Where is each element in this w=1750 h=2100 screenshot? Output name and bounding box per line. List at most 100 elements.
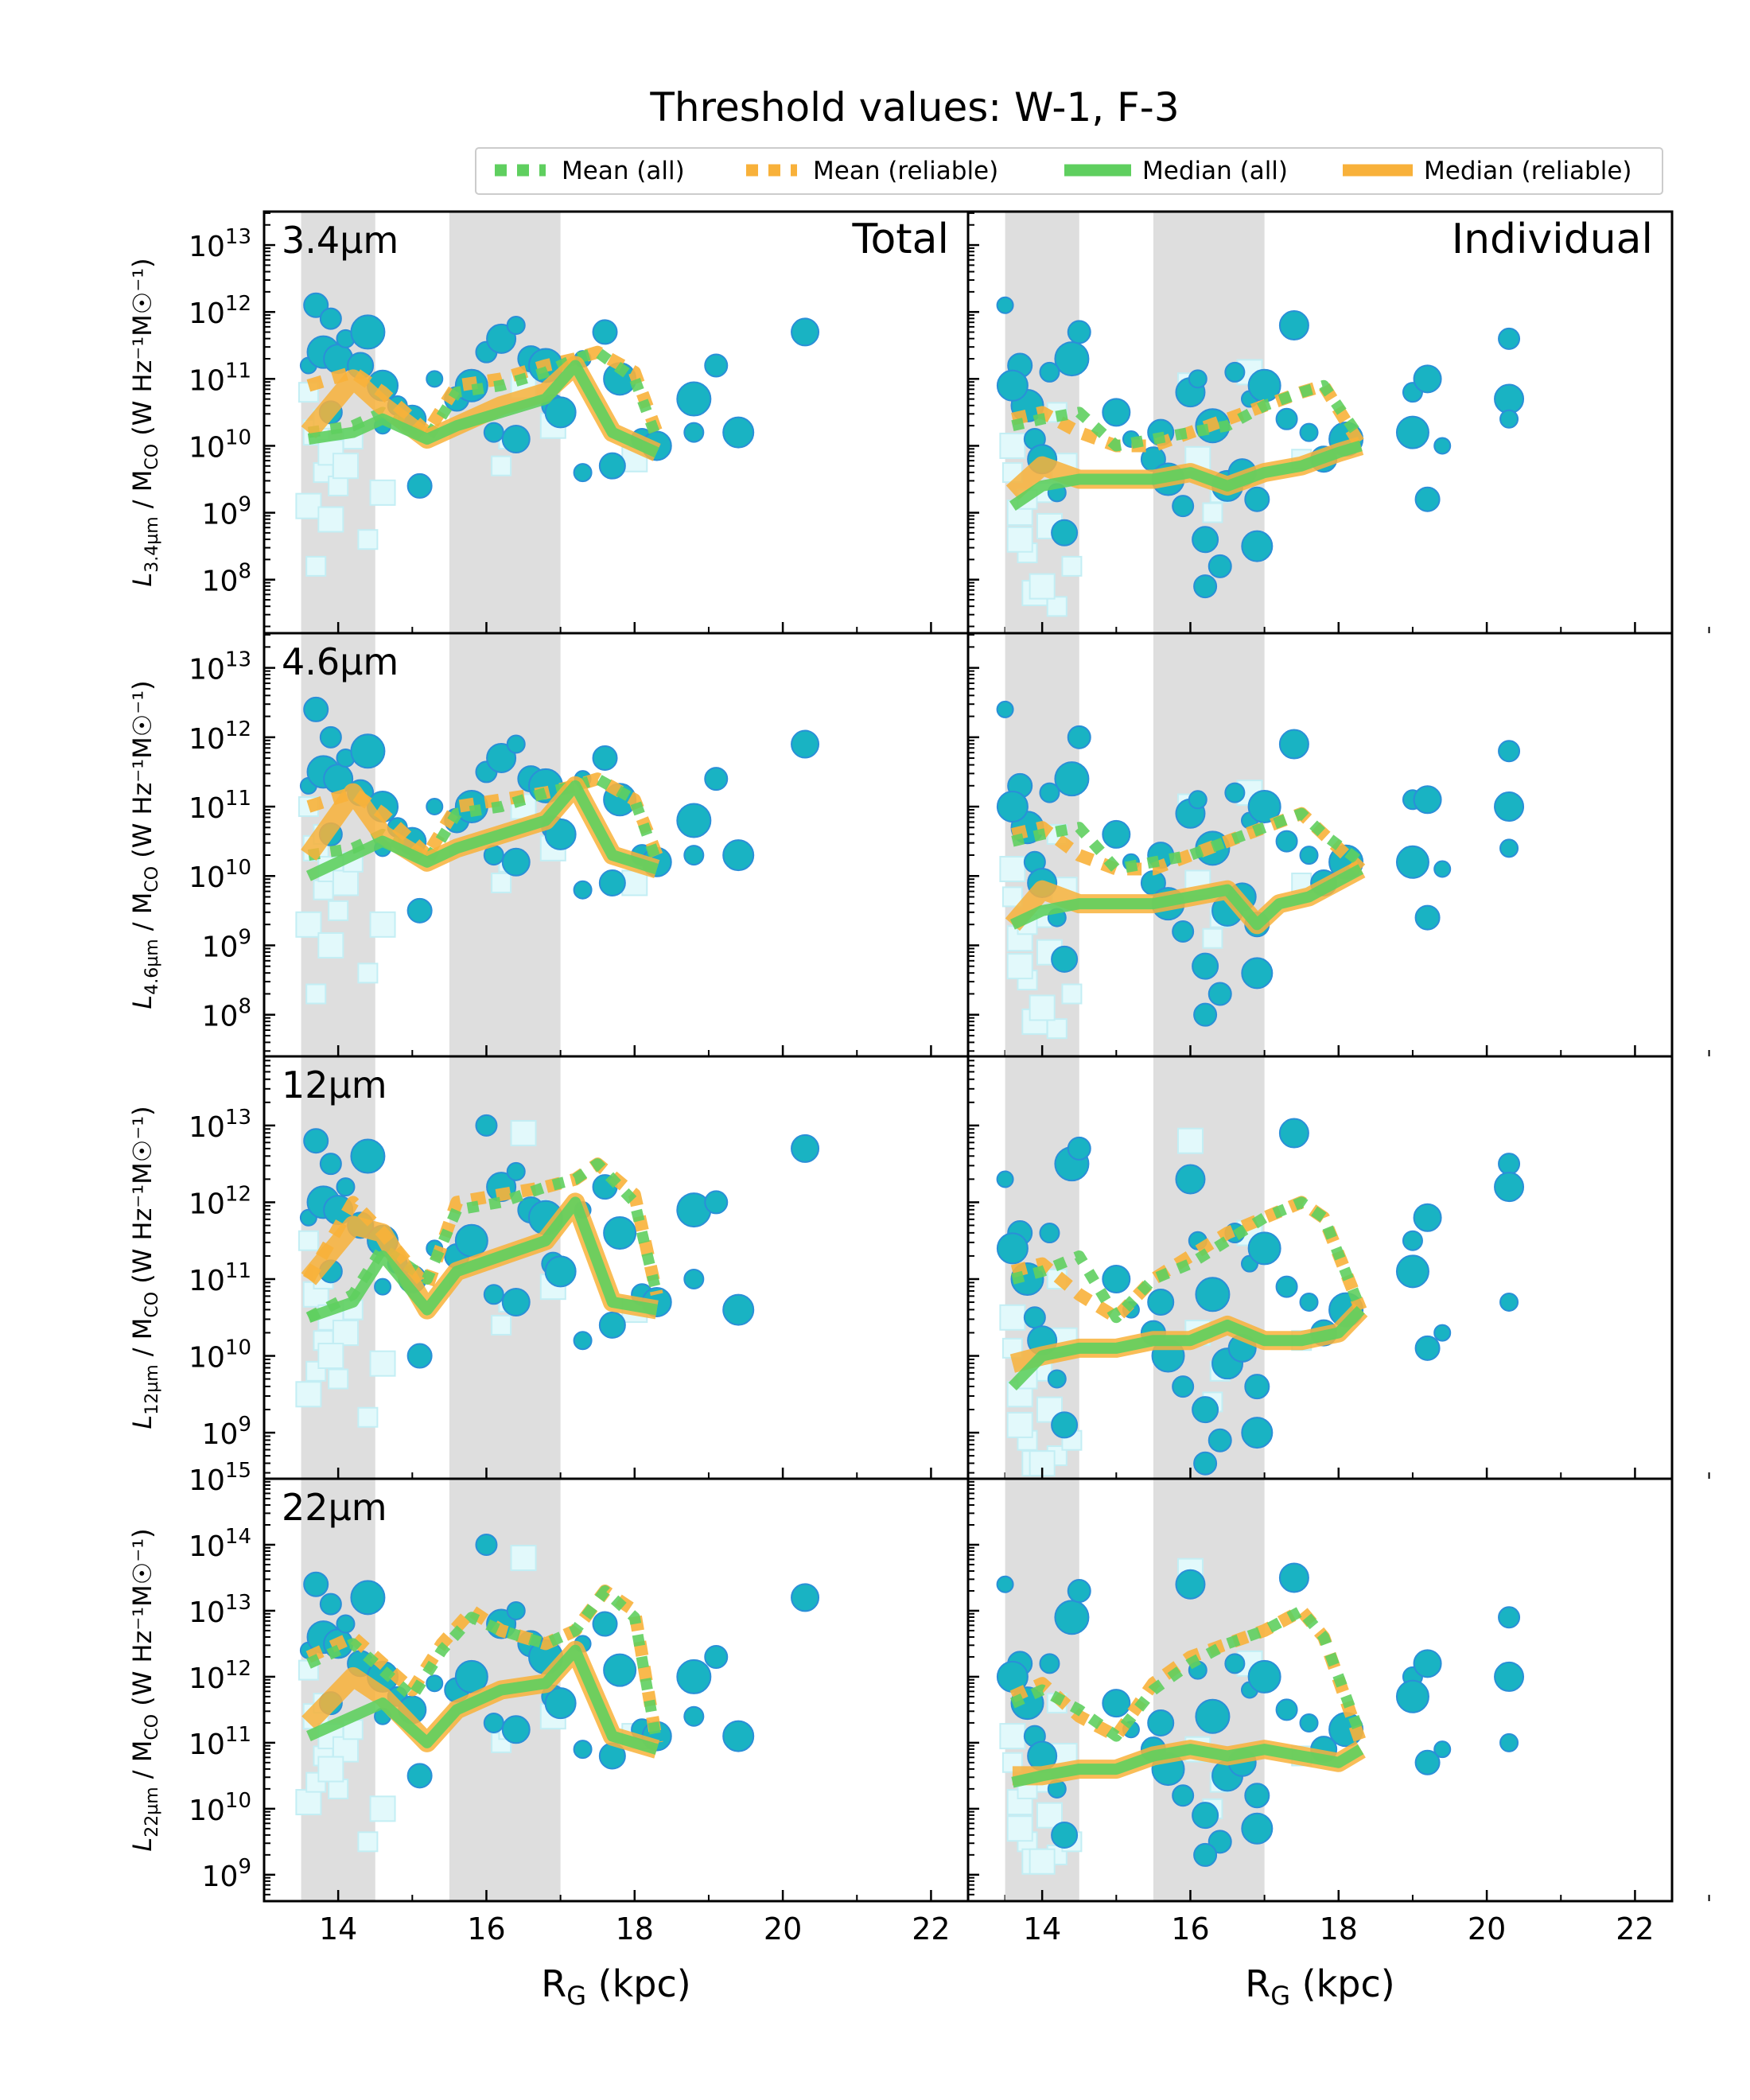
y-tick-label: 109 (202, 925, 251, 963)
y-tick-label: 1013 (189, 225, 251, 263)
reliable-point (573, 1740, 593, 1760)
upper-limit-point (305, 555, 327, 577)
reliable-point (544, 1687, 577, 1720)
upper-limit-point (313, 879, 334, 900)
upper-limit-point (999, 1304, 1026, 1331)
corner-label: Individual (1452, 216, 1653, 263)
upper-limit-point (357, 1406, 379, 1428)
reliable-point (1413, 1203, 1442, 1232)
reliable-point (1175, 1164, 1206, 1195)
upper-limit-point (357, 1831, 379, 1853)
reliable-point (1147, 1288, 1175, 1316)
mean-reliable-line (1010, 1196, 1367, 1324)
reliable-point (791, 729, 820, 759)
median-all-line (1009, 864, 1364, 931)
reliable-point (1172, 495, 1195, 518)
y-tick-exponent: 10 (225, 1336, 251, 1360)
reliable-point (1498, 327, 1521, 350)
reliable-point (592, 319, 618, 345)
reliable-point (1241, 1812, 1274, 1845)
upper-limit-point (999, 856, 1026, 883)
reliable-point (1067, 1579, 1091, 1604)
reliable-point (1193, 574, 1218, 599)
reliable-point (1498, 1153, 1521, 1176)
reliable-point (722, 1720, 755, 1752)
reliable-point (1051, 1822, 1079, 1849)
upper-limit-point (1029, 1848, 1056, 1875)
reliable-point (1402, 1230, 1423, 1251)
upper-limit-point (317, 931, 344, 959)
y-tick-exponent: 13 (225, 225, 251, 249)
reliable-point (1299, 422, 1319, 442)
reliable-point (350, 314, 386, 350)
reliable-point (486, 742, 517, 773)
mean-reliable-line (1011, 807, 1366, 876)
plot-area (996, 1056, 1525, 1479)
reliable-point (1244, 486, 1270, 512)
y-tick-label: 1014 (189, 1525, 251, 1563)
y-tick-exponent: 9 (238, 1855, 251, 1879)
upper-limit-point (1006, 953, 1033, 980)
y-tick-label: 109 (202, 493, 251, 531)
reliable-point (1247, 790, 1281, 824)
reliable-point (1051, 945, 1079, 973)
reliable-point (996, 1232, 1029, 1265)
median-all-line (307, 360, 659, 458)
reliable-point (1067, 725, 1091, 749)
y-tick-exponent: 9 (238, 493, 251, 517)
reliable-point (1278, 1118, 1309, 1149)
upper-limit-point (332, 453, 359, 480)
reliable-point (475, 1114, 498, 1137)
reliable-point (1051, 519, 1079, 546)
reliable-point (1172, 920, 1195, 943)
reliable-point (1499, 1732, 1519, 1752)
upper-limit-point (295, 911, 322, 938)
reliable-point (1241, 530, 1274, 562)
reliable-point (426, 1674, 444, 1693)
mean-all-line (305, 1158, 663, 1323)
upper-limit-point (1006, 526, 1033, 553)
median-all-line (306, 1196, 658, 1323)
reliable-point (1195, 1698, 1231, 1734)
reliable-point (1175, 1569, 1206, 1600)
reliable-point (303, 1128, 329, 1154)
reliable-point (1224, 361, 1246, 383)
mean-reliable-line (302, 1157, 663, 1297)
y-tick-label: 108 (202, 995, 251, 1033)
reliable-point (406, 1343, 433, 1369)
reliable-point (544, 1255, 577, 1288)
mean-all-line (307, 346, 663, 445)
reliable-point (1102, 1689, 1131, 1718)
reliable-point (603, 1216, 637, 1250)
reliable-point (1299, 846, 1319, 865)
upper-limit-point (295, 1789, 322, 1816)
plot-area (295, 212, 820, 633)
y-tick-label: 1011 (189, 787, 251, 825)
legend-label-1: Mean (reliable) (813, 157, 998, 185)
upper-limit-point (1046, 1018, 1068, 1040)
reliable-point (501, 425, 531, 454)
reliable-point (996, 369, 1029, 402)
reliable-point (483, 1284, 504, 1305)
reliable-point (1299, 1713, 1319, 1732)
mean-all-line (1010, 1604, 1367, 1742)
reliable-point (1193, 1842, 1218, 1867)
x-tick-label: 22 (912, 1911, 950, 1946)
reliable-point (1278, 1562, 1309, 1593)
upper-limit-point (1061, 555, 1083, 577)
reliable-point (1278, 729, 1309, 760)
reliable-point (350, 1138, 386, 1174)
reliable-point (319, 725, 342, 749)
reliable-point (1244, 1374, 1270, 1400)
reliable-point (592, 1611, 618, 1637)
legend-label-0: Mean (all) (562, 157, 685, 185)
reliable-point (475, 1533, 498, 1556)
upper-limit-point (1046, 596, 1068, 617)
upper-limit-point (1029, 573, 1056, 600)
reliable-point (791, 317, 820, 347)
reliable-point (996, 1575, 1014, 1593)
plot-area (996, 633, 1525, 1056)
y-tick-exponent: 13 (225, 1106, 251, 1130)
